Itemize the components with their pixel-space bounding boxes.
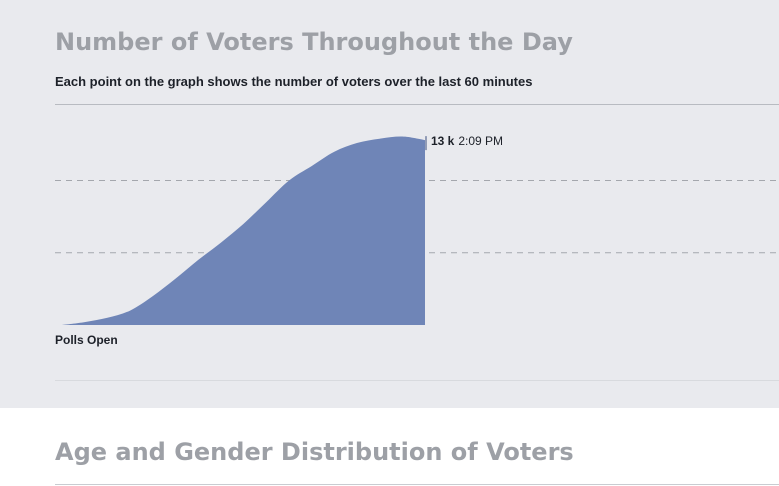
polls-open-label: Polls Open	[55, 333, 118, 347]
series-area	[62, 136, 425, 325]
age-gender-section-title: Age and Gender Distribution of Voters	[55, 438, 574, 466]
voters-area-chart: 13 k 2:09 PM Polls Open	[55, 134, 779, 347]
chart-bottom-divider	[55, 380, 779, 381]
top-divider	[55, 104, 779, 105]
bottom-divider	[55, 484, 779, 485]
age-gender-panel	[0, 408, 779, 486]
chart-subtitle: Each point on the graph shows the number…	[55, 74, 533, 89]
last-time-label: 2:09 PM	[458, 134, 503, 148]
last-value-label: 13 k	[431, 134, 455, 148]
voters-section-title: Number of Voters Throughout the Day	[55, 28, 573, 56]
